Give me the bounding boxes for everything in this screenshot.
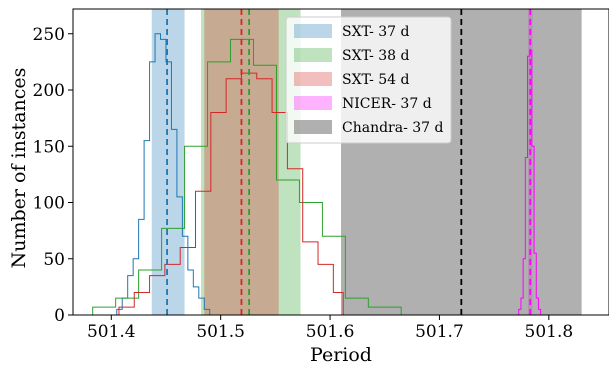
sxt-54-d-legend-swatch [294,72,332,86]
nicer-37-d-legend-swatch [294,96,332,110]
x-tick-label: 501.6 [306,322,355,342]
plot-frame [72,8,609,316]
sxt-37-d-legend-label: SXT- 37 d [342,24,410,40]
y-axis: 0 50 100 150 200 250 [33,25,73,326]
y-tick-label: 100 [33,194,65,214]
y-axis-label: Number of instances [8,68,30,269]
chandra-37-d-legend-swatch [294,120,332,134]
x-tick-label: 501.8 [525,322,574,342]
x-tick-label: 501.4 [87,322,136,342]
median-lines [166,9,532,315]
legend: SXT- 37 d SXT- 38 d SXT- 54 d NICER- 37 d Ch… [285,16,452,144]
y-tick-label: 250 [33,25,65,45]
sxt-38-d-legend-label: SXT- 38 d [342,48,410,64]
sxt-37-d-band [151,9,185,315]
x-axis-label: Period [310,344,372,365]
nicer-37-d-legend-label: NICER- 37 d [342,96,432,112]
sxt-37-d-histogram [116,33,216,316]
legend-box [285,16,452,144]
y-tick-label: 0 [54,306,65,326]
chandra-37-d-legend-label: Chandra- 37 d [342,120,444,136]
sxt-38-d-legend-swatch [294,48,332,62]
y-tick-label: 50 [43,250,65,270]
y-tick-label: 200 [33,81,65,101]
sxt-38-d-band [200,9,301,315]
sxt-54-d-legend-label: SXT- 54 d [342,72,410,88]
sxt-54-d-histogram [118,72,344,315]
x-axis: 501.4 501.5 501.6 501.7 501.8 [87,315,573,342]
x-tick-label: 501.5 [196,322,245,342]
sxt-37-d-legend-swatch [294,24,332,38]
x-tick-label: 501.7 [415,322,464,342]
y-tick-label: 150 [33,137,65,157]
